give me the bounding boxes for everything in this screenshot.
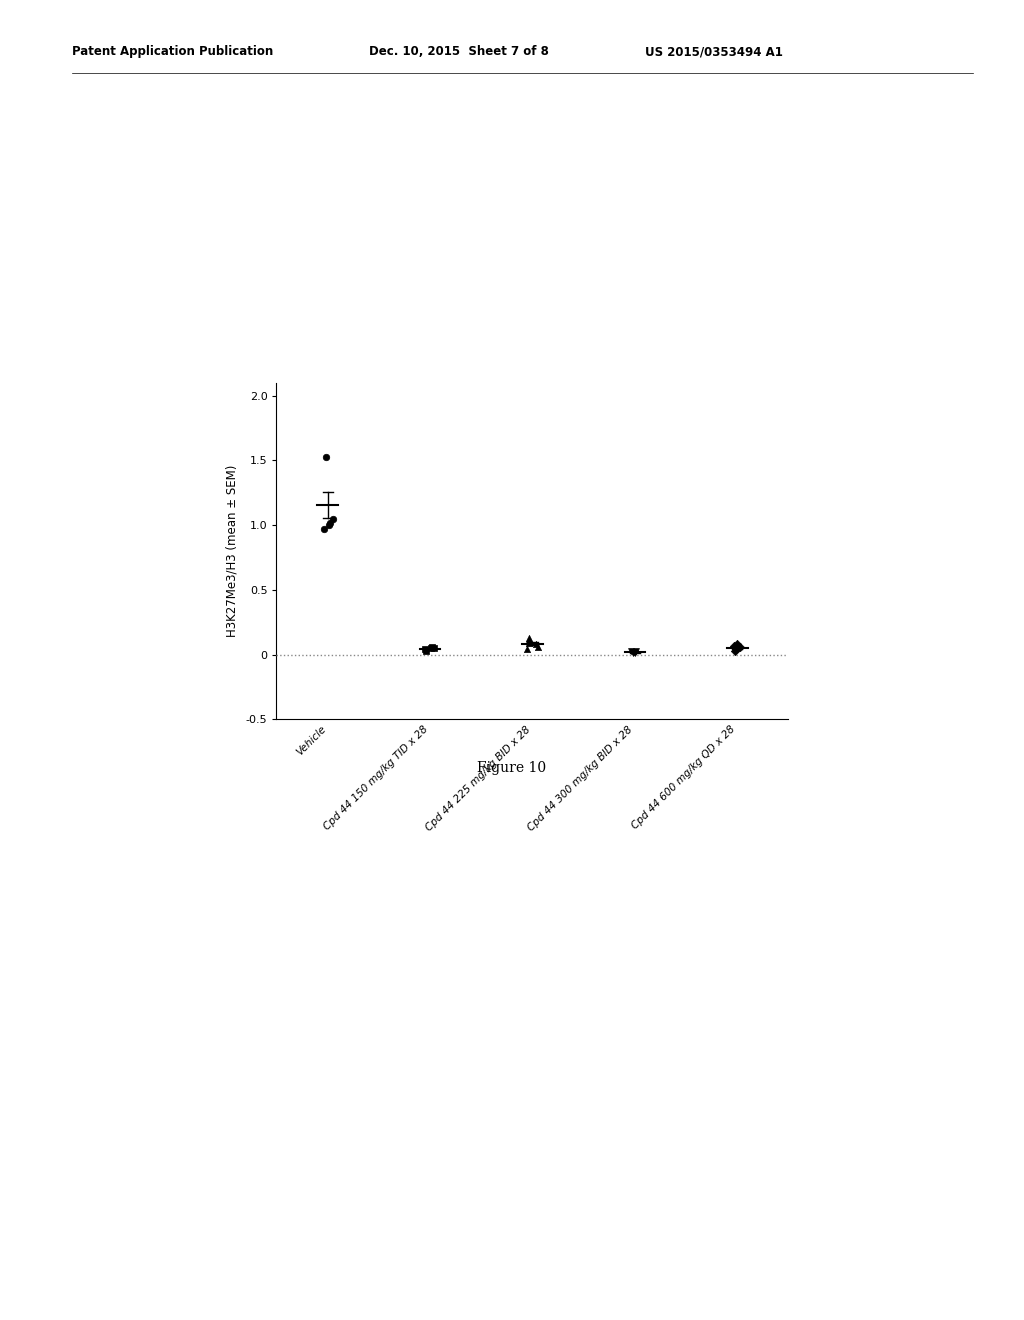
Point — [521, 627, 538, 648]
Point — [729, 634, 745, 655]
Point — [423, 638, 439, 659]
Text: Patent Application Publication: Patent Application Publication — [72, 45, 273, 58]
Y-axis label: H3K27Me3/H3 (mean ± SEM): H3K27Me3/H3 (mean ± SEM) — [226, 465, 239, 638]
Point — [627, 643, 643, 664]
Point — [323, 512, 339, 533]
Point — [418, 640, 434, 661]
Point — [626, 642, 642, 663]
Point — [628, 642, 644, 663]
Point — [727, 640, 743, 661]
Point — [732, 636, 749, 657]
Point — [625, 642, 641, 663]
Text: Dec. 10, 2015  Sheet 7 of 8: Dec. 10, 2015 Sheet 7 of 8 — [369, 45, 549, 58]
Point — [325, 508, 341, 529]
Text: US 2015/0353494 A1: US 2015/0353494 A1 — [645, 45, 783, 58]
Point — [315, 519, 332, 540]
Point — [318, 446, 335, 467]
Point — [726, 635, 742, 656]
Point — [623, 640, 639, 661]
Point — [519, 639, 536, 660]
Point — [426, 638, 442, 659]
Point — [321, 515, 337, 536]
Point — [529, 636, 546, 657]
Point — [528, 634, 545, 655]
Point — [625, 643, 641, 664]
Point — [521, 630, 538, 651]
Point — [424, 636, 440, 657]
Point — [728, 639, 744, 660]
Point — [521, 632, 538, 653]
Point — [417, 639, 433, 660]
Point — [729, 638, 745, 659]
Text: Figure 10: Figure 10 — [477, 762, 547, 775]
